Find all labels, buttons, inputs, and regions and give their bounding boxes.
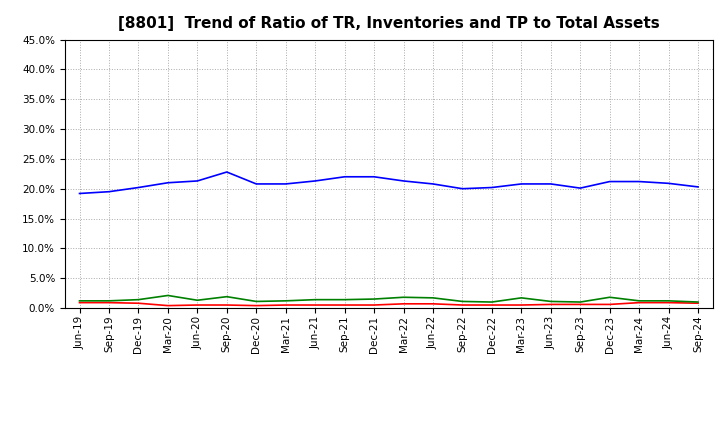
Trade Payables — [399, 295, 408, 300]
Trade Payables — [341, 297, 349, 302]
Trade Payables — [311, 297, 320, 302]
Trade Receivables — [576, 302, 585, 307]
Inventories — [487, 185, 496, 190]
Trade Receivables — [134, 301, 143, 306]
Trade Receivables — [665, 300, 673, 305]
Trade Receivables — [282, 302, 290, 308]
Trade Payables — [665, 298, 673, 304]
Trade Receivables — [370, 302, 379, 308]
Trade Receivables — [487, 302, 496, 308]
Trade Receivables — [252, 303, 261, 308]
Trade Payables — [458, 299, 467, 304]
Inventories — [252, 181, 261, 187]
Trade Payables — [370, 297, 379, 302]
Trade Payables — [517, 295, 526, 301]
Trade Receivables — [104, 300, 113, 305]
Inventories — [75, 191, 84, 196]
Trade Payables — [104, 298, 113, 304]
Trade Receivables — [694, 301, 703, 306]
Trade Receivables — [163, 303, 172, 308]
Inventories — [370, 174, 379, 180]
Trade Payables — [487, 299, 496, 304]
Trade Receivables — [606, 302, 614, 307]
Inventories — [222, 169, 231, 175]
Inventories — [606, 179, 614, 184]
Trade Receivables — [635, 300, 644, 305]
Trade Receivables — [546, 302, 555, 307]
Trade Payables — [75, 298, 84, 304]
Inventories — [193, 178, 202, 183]
Inventories — [399, 178, 408, 183]
Trade Payables — [606, 295, 614, 300]
Trade Payables — [576, 299, 585, 304]
Trade Receivables — [311, 302, 320, 308]
Trade Payables — [546, 299, 555, 304]
Trade Payables — [163, 293, 172, 298]
Inventories — [458, 186, 467, 191]
Trade Payables — [193, 297, 202, 303]
Trade Receivables — [222, 302, 231, 308]
Inventories — [311, 178, 320, 183]
Line: Inventories: Inventories — [79, 172, 698, 194]
Line: Trade Payables: Trade Payables — [79, 296, 698, 302]
Trade Payables — [134, 297, 143, 302]
Inventories — [428, 181, 437, 187]
Inventories — [665, 181, 673, 186]
Trade Receivables — [458, 302, 467, 308]
Trade Receivables — [75, 300, 84, 305]
Trade Receivables — [193, 302, 202, 308]
Line: Trade Receivables: Trade Receivables — [79, 303, 698, 306]
Inventories — [694, 184, 703, 190]
Trade Payables — [694, 299, 703, 304]
Trade Receivables — [428, 301, 437, 307]
Trade Payables — [252, 299, 261, 304]
Trade Payables — [282, 298, 290, 304]
Title: [8801]  Trend of Ratio of TR, Inventories and TP to Total Assets: [8801] Trend of Ratio of TR, Inventories… — [118, 16, 660, 32]
Inventories — [341, 174, 349, 180]
Trade Receivables — [341, 302, 349, 308]
Trade Payables — [222, 294, 231, 299]
Trade Receivables — [399, 301, 408, 307]
Inventories — [282, 181, 290, 187]
Trade Receivables — [517, 302, 526, 308]
Inventories — [104, 189, 113, 194]
Inventories — [635, 179, 644, 184]
Inventories — [134, 185, 143, 190]
Trade Payables — [635, 298, 644, 304]
Inventories — [163, 180, 172, 185]
Inventories — [576, 186, 585, 191]
Inventories — [517, 181, 526, 187]
Trade Payables — [428, 295, 437, 301]
Inventories — [546, 181, 555, 187]
